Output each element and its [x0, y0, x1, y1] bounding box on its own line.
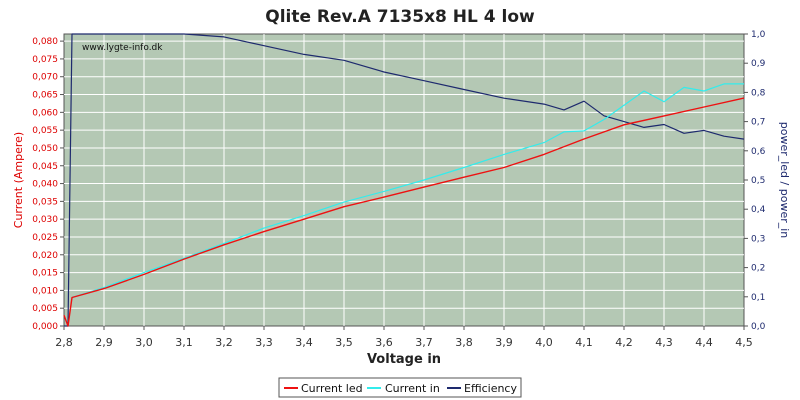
legend-label-efficiency: Efficiency — [464, 382, 517, 395]
y-right-tick-label: 0,3 — [751, 234, 765, 244]
y-right-label: power_led / power_in — [778, 122, 791, 239]
y-right-tick-label: 0,5 — [751, 176, 765, 186]
y-left-label: Current (Ampere) — [12, 132, 25, 228]
grid — [64, 34, 744, 326]
x-tick-label: 3,6 — [375, 336, 393, 349]
legend-box — [278, 377, 522, 398]
x-tick-label: 3,9 — [495, 336, 513, 349]
x-tick-label: 4,2 — [615, 336, 633, 349]
y-right-tick-label: 0,1 — [751, 293, 765, 303]
x-tick-label: 4,3 — [655, 336, 673, 349]
y-left-tick-label: 0,055 — [32, 126, 58, 136]
y-right-tick-label: 0,0 — [751, 322, 766, 332]
x-axis-label: Voltage in — [367, 352, 441, 367]
y-right-tick-label: 0,2 — [751, 264, 765, 274]
y-right-tick-label: 0,6 — [751, 147, 766, 157]
plot-area — [63, 33, 745, 327]
x-tick-label: 4,0 — [535, 336, 553, 349]
x-tick-label: 3,2 — [215, 336, 233, 349]
y-left-tick-label: 0,050 — [32, 144, 58, 154]
y-left-tick-label: 0,005 — [32, 304, 58, 314]
y-left-tick-label: 0,015 — [32, 269, 58, 279]
y-left-tick-label: 0,030 — [32, 215, 58, 225]
y-right-tick-label: 1,0 — [751, 30, 766, 40]
series-current-led — [63, 97, 745, 327]
y-left-tick-label: 0,025 — [32, 233, 58, 243]
legend: Current led Current in Efficiency — [278, 377, 522, 398]
watermark: www.lygte-info.dk — [82, 43, 163, 53]
x-tick-label: 2,9 — [95, 336, 113, 349]
y-right-tick-label: 0,9 — [751, 59, 766, 69]
x-tick-label: 4,1 — [575, 336, 593, 349]
y-left-tick-label: 0,075 — [32, 55, 58, 65]
y-left-tick-label: 0,070 — [32, 73, 58, 83]
y-left-tick-label: 0,040 — [32, 180, 58, 190]
x-tick-label: 3,4 — [295, 336, 313, 349]
series-layer — [63, 33, 745, 327]
y-right-tick-label: 0,8 — [751, 88, 766, 98]
x-tick-label: 4,4 — [695, 336, 713, 349]
x-tick-label: 3,0 — [135, 336, 153, 349]
y-left-ticks: 0,000 0,005 0,010 0,015 0,020 0,025 0,030 0,035… — [32, 37, 64, 332]
x-tick-label: 3,5 — [335, 336, 353, 349]
series-current-in — [71, 83, 744, 299]
x-ticks: 2,8 2,9 3,0 3,1 3,2 3,3 3,4 3,5 3,6 3,7 3,8 3,9 4,0 4… — [55, 326, 753, 349]
x-tick-label: 2,8 — [55, 336, 73, 349]
legend-label-current-in: Current in — [385, 382, 440, 395]
y-left-tick-label: 0,020 — [32, 251, 58, 261]
x-tick-label: 3,7 — [415, 336, 433, 349]
y-left-tick-label: 0,045 — [32, 162, 58, 172]
x-tick-label: 3,8 — [455, 336, 473, 349]
y-left-tick-label: 0,060 — [32, 108, 58, 118]
y-left-tick-label: 0,080 — [32, 37, 58, 47]
y-left-tick-label: 0,065 — [32, 91, 58, 101]
x-tick-label: 3,3 — [255, 336, 273, 349]
y-right-tick-label: 0,4 — [751, 205, 766, 215]
legend-label-current-led: Current led — [301, 382, 363, 395]
chart-title: Qlite Rev.A 7135x8 HL 4 low — [265, 7, 535, 27]
series-efficiency — [64, 33, 745, 327]
x-tick-label: 4,5 — [735, 336, 753, 349]
x-tick-label: 3,1 — [175, 336, 193, 349]
y-left-tick-label: 0,035 — [32, 197, 58, 207]
y-left-tick-label: 0,000 — [32, 322, 58, 332]
y-left-tick-label: 0,010 — [32, 286, 58, 296]
y-right-tick-label: 0,7 — [751, 118, 765, 128]
y-right-ticks: 0,0 0,1 0,2 0,3 0,4 0,5 0,6 0,7 0,8 0,9 1,0 — [744, 30, 766, 332]
